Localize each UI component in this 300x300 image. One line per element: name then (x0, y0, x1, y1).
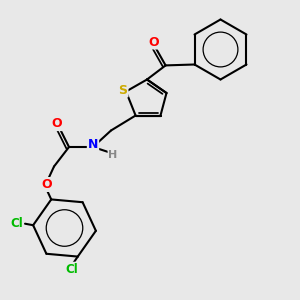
Text: O: O (52, 117, 62, 130)
Text: Cl: Cl (10, 217, 23, 230)
Text: N: N (88, 137, 98, 151)
Text: H: H (109, 150, 118, 160)
Text: S: S (118, 83, 127, 97)
Text: O: O (41, 178, 52, 191)
Text: Cl: Cl (65, 263, 78, 276)
Text: O: O (148, 35, 159, 49)
